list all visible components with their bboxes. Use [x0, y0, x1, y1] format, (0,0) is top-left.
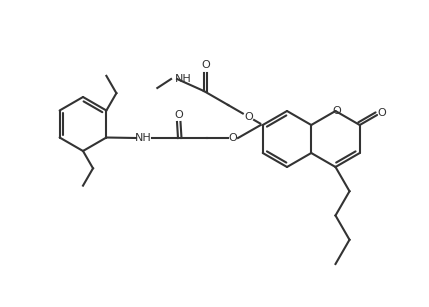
Text: NH: NH — [135, 133, 151, 143]
Text: O: O — [377, 107, 386, 118]
Text: O: O — [201, 60, 210, 70]
Text: O: O — [332, 106, 341, 116]
Text: O: O — [229, 133, 237, 143]
Text: NH: NH — [175, 74, 191, 84]
Text: O: O — [175, 110, 183, 120]
Text: O: O — [245, 112, 253, 122]
